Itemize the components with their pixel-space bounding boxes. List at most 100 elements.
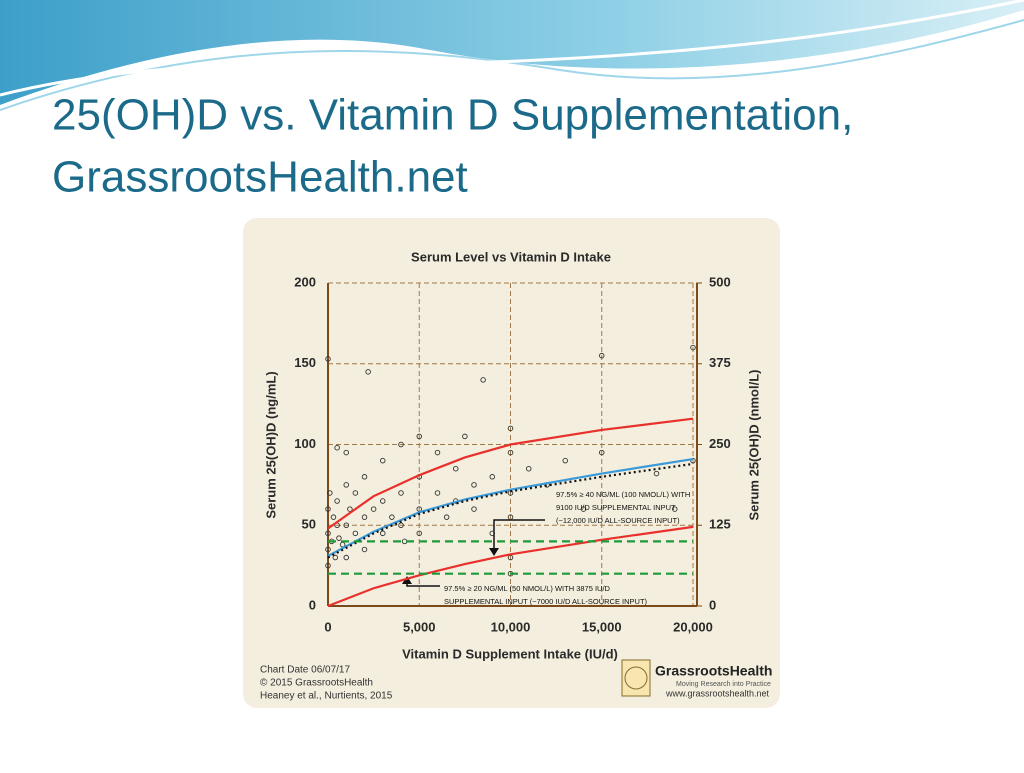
scatter-point	[489, 474, 496, 480]
scatter-point	[343, 482, 350, 488]
logo-url: www.grassrootshealth.net	[665, 688, 770, 698]
scatter-point	[690, 457, 696, 464]
scatter-point	[672, 506, 678, 512]
header-swoosh	[0, 19, 1024, 111]
footer-note: © 2015 GrassrootsHealth	[260, 678, 373, 689]
y-tick-label: 0	[309, 597, 316, 612]
annotation: SUPPLEMENTAL INPUT (~7000 IU/D ALL-SOURC…	[444, 597, 648, 606]
scatter-point	[562, 457, 569, 464]
scatter-point	[434, 490, 441, 496]
annotation-arrow	[489, 548, 499, 556]
x-tick-label: 10,000	[491, 619, 531, 634]
scatter-point	[389, 514, 395, 520]
scatter-point	[398, 441, 404, 448]
scatter-point	[361, 546, 368, 553]
logo-tagline: Moving Research into Practice	[676, 681, 771, 688]
y2-tick-label: 500	[709, 274, 731, 289]
scatter-point	[347, 506, 353, 512]
scatter-point	[380, 457, 386, 464]
scatter-point	[653, 470, 660, 477]
scatter-point	[434, 449, 441, 456]
annotation-arrow	[493, 519, 545, 550]
x-axis-label: Vitamin D Supplement Intake (IU/d)	[402, 646, 618, 661]
scatter-point	[325, 356, 331, 362]
footer-note: Chart Date 06/07/17	[260, 665, 350, 676]
scatter-point	[352, 490, 359, 496]
curve	[327, 525, 694, 608]
slide-title: GrassrootsHealth.net	[52, 153, 468, 202]
y2-tick-label: 375	[709, 355, 731, 370]
scatter-point	[380, 498, 386, 504]
scatter-point	[416, 433, 423, 440]
y2-tick-label: 250	[709, 436, 731, 451]
annotation-arrow	[402, 576, 412, 584]
chart-panel	[243, 218, 780, 708]
annotation: 97.5% ≥ 40 NG/ML (100 NMOL/L) WITH	[556, 490, 690, 499]
chart-title: Serum Level vs Vitamin D Intake	[411, 249, 611, 264]
y-tick-label: 100	[294, 436, 316, 451]
scatter-point	[325, 562, 331, 569]
scatter-point	[352, 530, 359, 537]
annotation: 97.5% ≥ 20 NG/ML (50 NMOL/L) WITH 3875 I…	[444, 584, 611, 593]
scatter-point	[599, 352, 605, 359]
scatter-point	[334, 444, 340, 451]
scatter-point	[361, 474, 368, 480]
scatter-point	[336, 535, 342, 541]
y-tick-label: 200	[294, 274, 316, 289]
scatter-point	[480, 377, 486, 383]
scatter-point	[690, 344, 696, 351]
logo-icon	[624, 666, 648, 690]
scatter-point	[580, 506, 587, 512]
header-swoosh	[0, 0, 1024, 97]
y2-axis-label: Serum 25(OH)D (nmol/L)	[746, 370, 761, 521]
y-axis-label: Serum 25(OH)D (ng/mL)	[263, 371, 278, 518]
y2-tick-label: 0	[709, 597, 716, 612]
scatter-point	[327, 490, 333, 496]
scatter-point	[365, 369, 371, 375]
scatter-point	[343, 522, 350, 529]
scatter-point	[443, 514, 450, 520]
y-tick-label: 150	[294, 355, 316, 370]
annotation: (~12,000 IU/D ALL-SOURCE INPUT)	[556, 516, 680, 525]
scatter-point	[526, 465, 532, 472]
scatter-point	[330, 514, 337, 520]
curve	[327, 462, 694, 559]
scatter-point	[471, 506, 477, 512]
logo-name: GrassrootsHealth	[655, 663, 772, 679]
scatter-point	[334, 498, 340, 504]
scatter-point	[416, 530, 423, 537]
x-tick-label: 15,000	[582, 619, 622, 634]
scatter-point	[343, 554, 350, 561]
scatter-point	[325, 546, 331, 553]
curve	[327, 457, 694, 557]
scatter-point	[507, 425, 514, 432]
scatter-point	[471, 482, 477, 488]
y-tick-label: 50	[302, 517, 316, 532]
logo-icon	[621, 659, 651, 697]
footer-note: Heaney et al., Nurtients, 2015	[260, 691, 393, 702]
scatter-point	[398, 490, 404, 496]
scatter-point	[507, 514, 514, 520]
scatter-point	[380, 530, 386, 537]
x-tick-label: 5,000	[403, 619, 436, 634]
annotation: 9100 IU/D SUPPLEMENTAL INPUT	[556, 503, 676, 512]
x-tick-label: 0	[324, 619, 331, 634]
scatter-point	[489, 530, 496, 537]
curve	[327, 417, 694, 530]
scatter-point	[370, 506, 377, 512]
scatter-point	[453, 465, 459, 472]
scatter-point	[332, 554, 339, 561]
scatter-point	[361, 514, 368, 520]
scatter-point	[507, 449, 514, 456]
scatter-point	[599, 449, 605, 456]
scatter-point	[462, 433, 468, 440]
slide-title: 25(OH)D vs. Vitamin D Supplementation,	[52, 91, 853, 140]
y2-tick-label: 125	[709, 517, 731, 532]
x-tick-label: 20,000	[673, 619, 713, 634]
scatter-point	[398, 522, 404, 529]
header-wave	[0, 0, 1024, 105]
scatter-point	[343, 449, 350, 456]
scatter-point	[325, 506, 331, 512]
